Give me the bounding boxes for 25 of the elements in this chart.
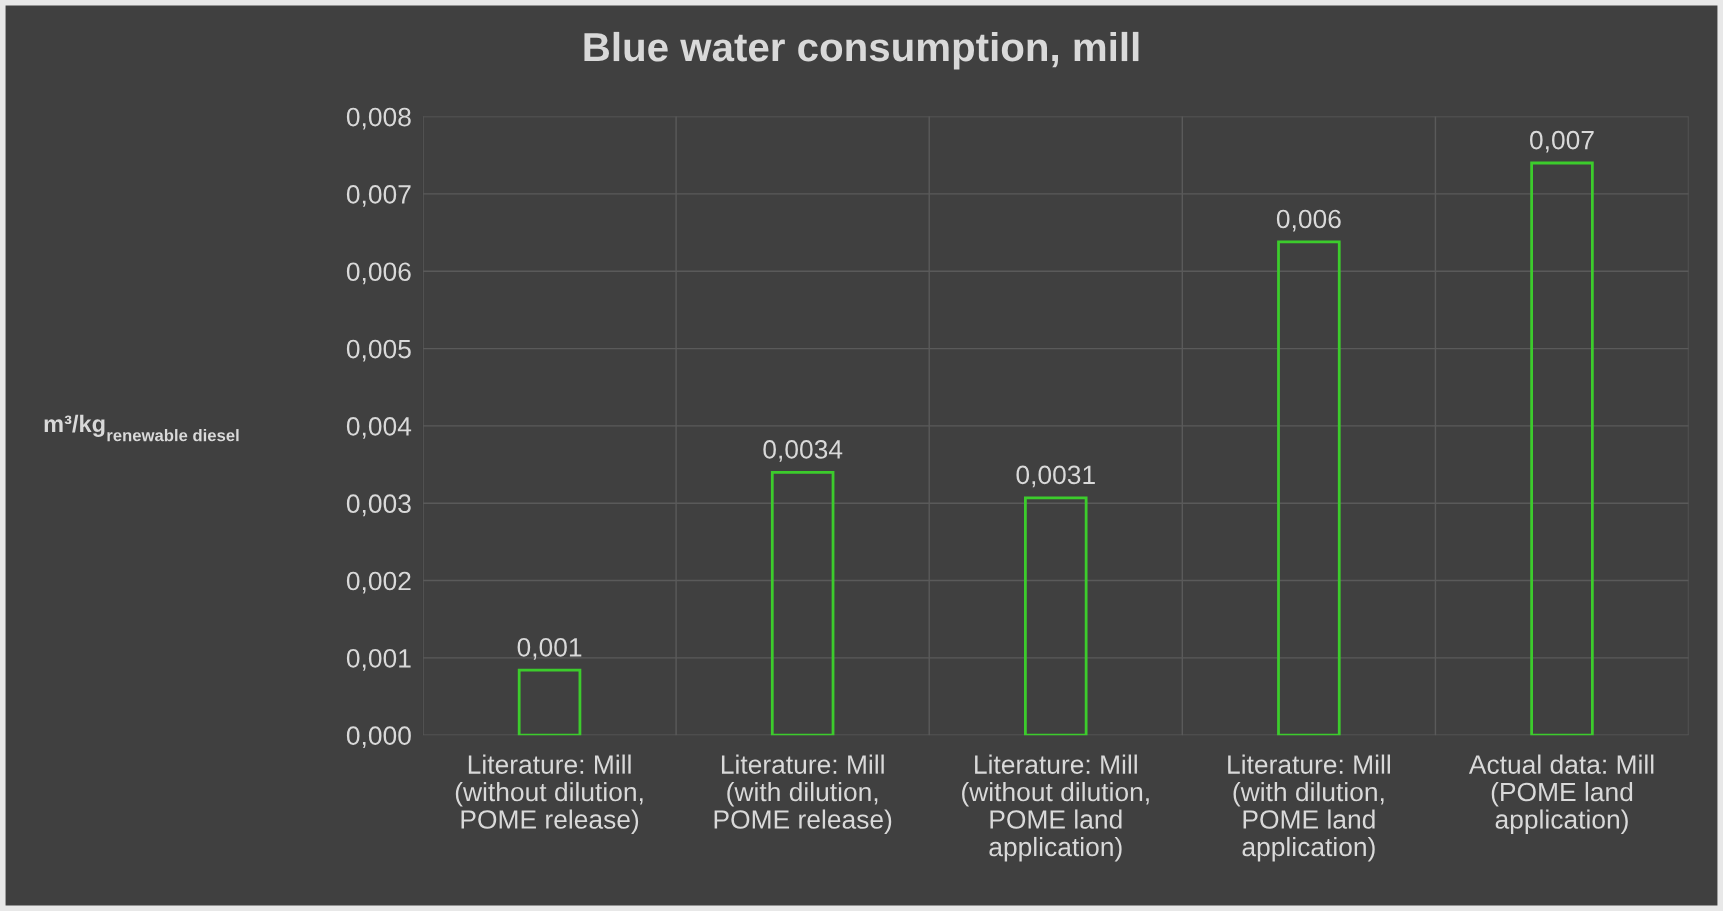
bar [1277, 240, 1341, 736]
data-label: 0,006 [1276, 209, 1341, 232]
bar [770, 470, 835, 736]
data-label: 0,007 [1530, 130, 1594, 153]
bar [1530, 161, 1594, 736]
y-tick-label: 0,005 [346, 339, 411, 362]
y-tick-label: 0,000 [346, 726, 411, 749]
y-tick-label: 0,001 [346, 648, 411, 671]
y-tick-label: 0,008 [346, 107, 411, 130]
y-tick-label: 0,004 [346, 417, 412, 439]
data-label: 0,0031 [1016, 465, 1095, 488]
data-label: 0,0034 [763, 440, 843, 462]
bar [517, 668, 582, 736]
y-tick-label: 0,006 [346, 262, 411, 285]
x-tick-label: Literature: Mill (with dilution, POME release) [714, 754, 892, 835]
y-tick-label: 0,007 [346, 185, 411, 207]
x-tick-label: Actual data: Mill (POME land application) [1468, 754, 1654, 835]
y-tick-label: 0,002 [346, 571, 411, 594]
bar [1024, 496, 1088, 736]
y-tick-label: 0,003 [346, 494, 411, 517]
x-tick-label: Literature: Mill (without dilution, POME release) [455, 754, 643, 835]
x-tick-label: Literature: Mill (with dilution, POME land application) [1228, 754, 1390, 862]
chart-title: Blue water consumption, mill [584, 31, 1139, 70]
data-label: 0,001 [517, 637, 582, 660]
x-tick-label: Literature: Mill (without dilution, POME land application) [962, 754, 1149, 862]
